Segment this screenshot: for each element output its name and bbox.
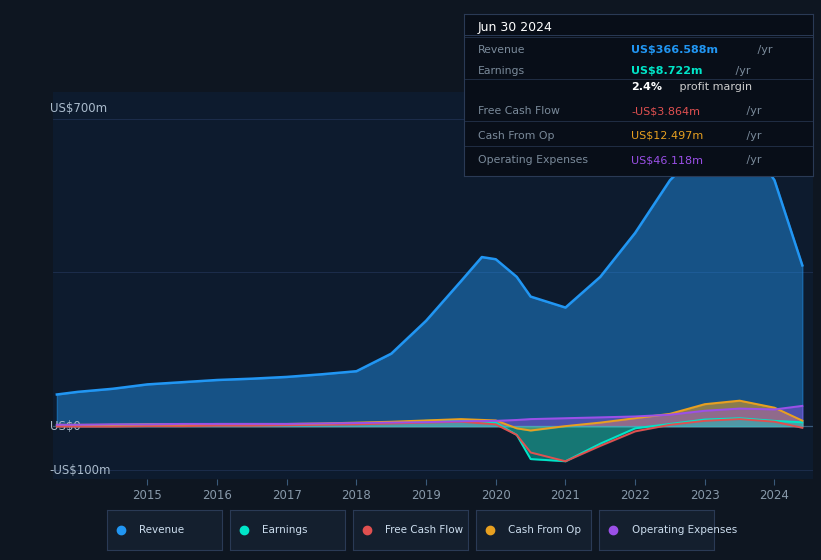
Text: Earnings: Earnings [262, 525, 308, 535]
Text: /yr: /yr [743, 155, 762, 165]
Text: /yr: /yr [732, 66, 750, 76]
Text: Operating Expenses: Operating Expenses [631, 525, 736, 535]
Text: Cash From Op: Cash From Op [478, 131, 554, 141]
Text: Operating Expenses: Operating Expenses [478, 155, 588, 165]
Text: Earnings: Earnings [478, 66, 525, 76]
Text: Cash From Op: Cash From Op [508, 525, 581, 535]
Text: -US$100m: -US$100m [49, 464, 111, 477]
Text: /yr: /yr [743, 106, 762, 116]
Text: Free Cash Flow: Free Cash Flow [385, 525, 463, 535]
Text: US$366.588m: US$366.588m [631, 45, 718, 55]
Text: /yr: /yr [754, 45, 773, 55]
Text: US$0: US$0 [49, 419, 80, 433]
Text: US$46.118m: US$46.118m [631, 155, 704, 165]
Text: 2.4%: 2.4% [631, 82, 663, 92]
Text: -US$3.864m: -US$3.864m [631, 106, 700, 116]
Text: Jun 30 2024: Jun 30 2024 [478, 21, 553, 34]
Text: Free Cash Flow: Free Cash Flow [478, 106, 560, 116]
Text: US$12.497m: US$12.497m [631, 131, 704, 141]
Text: /yr: /yr [743, 131, 762, 141]
Text: US$8.722m: US$8.722m [631, 66, 703, 76]
Text: US$700m: US$700m [49, 102, 107, 115]
Text: profit margin: profit margin [676, 82, 752, 92]
Text: Revenue: Revenue [139, 525, 184, 535]
Text: Revenue: Revenue [478, 45, 525, 55]
